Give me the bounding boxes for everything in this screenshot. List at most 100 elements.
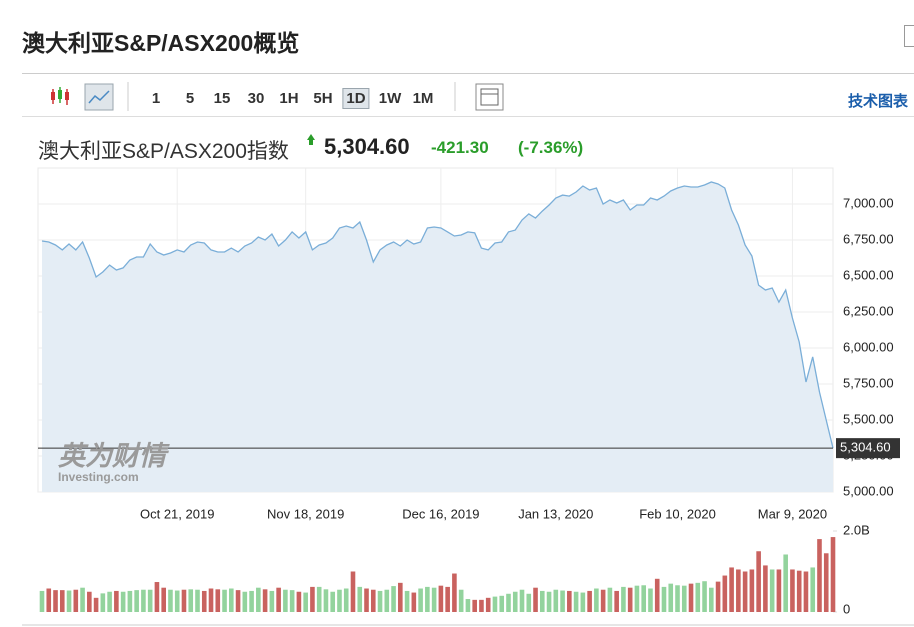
interval-button[interactable]: 1M — [412, 90, 434, 107]
x-tick-label: Nov 18, 2019 — [267, 506, 344, 521]
volume-bar — [384, 589, 390, 612]
volume-bar — [573, 591, 579, 612]
volume-bar — [803, 571, 809, 612]
volume-bar — [59, 590, 65, 612]
quote-price: 5,304.60 — [324, 134, 410, 159]
last-price-badge — [836, 438, 900, 459]
interval-button[interactable]: 15 — [213, 90, 231, 107]
volume-bar — [404, 590, 410, 612]
interval-button[interactable]: 1D — [342, 88, 370, 109]
volume-bar — [343, 588, 349, 612]
volume-bar — [174, 590, 180, 612]
price-line — [41, 181, 834, 449]
technical-chart-link[interactable]: 技术图表 — [847, 93, 908, 110]
volume-bar — [114, 590, 119, 612]
volume-bar — [323, 589, 329, 612]
volume-bar — [120, 591, 126, 612]
volume-bar — [492, 596, 498, 612]
volume-bar — [93, 597, 99, 612]
volume-bar — [675, 585, 680, 612]
volume-bar — [201, 590, 207, 612]
y-tick-label: 5,750.00 — [843, 375, 894, 390]
volume-bar — [330, 591, 336, 612]
volume-bar — [702, 581, 707, 612]
volume-bar — [688, 583, 694, 612]
volume-bar — [634, 585, 640, 612]
volume-bar — [567, 590, 572, 612]
volume-bar — [377, 590, 383, 612]
price-panel — [37, 167, 834, 493]
volume-bar — [222, 589, 227, 612]
y-tick-label: 0 — [843, 601, 850, 616]
volume-bar — [283, 589, 288, 612]
volume-bar — [546, 591, 552, 612]
volume-bar — [499, 595, 505, 612]
volume-bar — [445, 586, 450, 612]
volume-bar — [695, 582, 701, 612]
volume-bar — [736, 569, 741, 612]
volume-bar — [289, 590, 295, 612]
volume-bar — [668, 583, 674, 612]
interval-button[interactable]: 5H — [313, 90, 333, 107]
volume-bar — [641, 585, 647, 612]
volume-bar — [512, 591, 518, 612]
volume-bar — [391, 586, 396, 612]
volume-bar — [53, 590, 58, 612]
quote-change-pct: (-7.36%) — [518, 138, 584, 157]
volume-bar — [614, 590, 619, 612]
volume-bar — [681, 585, 687, 612]
volume-bar — [303, 592, 308, 612]
volume-bar — [506, 593, 511, 612]
volume-bar — [269, 590, 275, 612]
volume-bar — [539, 590, 545, 612]
volume-bar — [195, 589, 200, 612]
quote-change: -421.30 — [431, 138, 489, 157]
volume-bar — [580, 592, 586, 612]
interval-button[interactable]: 30 — [247, 90, 265, 107]
watermark: 英为财情 Investing.com — [58, 441, 170, 484]
volume-bar — [357, 586, 363, 612]
interval-button[interactable]: 5 — [185, 90, 195, 107]
watermark-site: Investing.com — [58, 470, 139, 484]
volume-bar — [188, 589, 194, 612]
volume-bar — [337, 589, 342, 612]
corner-button[interactable] — [904, 25, 914, 47]
volume-bar — [398, 582, 403, 612]
y-tick-label: 7,000.00 — [843, 195, 894, 210]
y-tick-label: 6,250.00 — [843, 303, 894, 318]
volume-bar — [485, 597, 491, 612]
y-tick-label: 6,500.00 — [843, 267, 894, 282]
volume-bar — [594, 588, 599, 612]
y-tick-label: 5,000.00 — [843, 483, 894, 498]
volume-bar — [161, 587, 166, 612]
volume-bar — [810, 567, 816, 612]
volume-bar — [431, 587, 437, 612]
interval-button[interactable]: 1H — [279, 90, 299, 107]
volume-bar — [141, 589, 146, 612]
volume-bar — [46, 588, 52, 612]
page-title: 澳大利亚S&P/ASX200概览 — [22, 30, 300, 56]
interval-button[interactable]: 1 — [151, 90, 161, 107]
volume-bar — [472, 599, 477, 612]
volume-bar — [256, 587, 261, 612]
x-tick-label: Oct 21, 2019 — [140, 506, 214, 521]
volume-bar — [648, 588, 653, 612]
volume-bar — [370, 589, 376, 612]
volume-bar — [350, 571, 356, 612]
volume-bar — [181, 589, 187, 612]
volume-bar — [742, 571, 748, 612]
volume-bar — [526, 593, 532, 612]
volume-bar — [100, 593, 106, 612]
volume-bar — [39, 590, 45, 612]
watermark-brand: 英为财情 — [58, 441, 170, 471]
volume-bar — [607, 587, 613, 612]
toolbar — [22, 73, 914, 117]
volume-bar — [600, 589, 606, 612]
volume-bar — [249, 590, 254, 612]
interval-button[interactable]: 1W — [378, 90, 402, 107]
volume-bar — [228, 588, 234, 612]
x-tick-label: Dec 16, 2019 — [402, 506, 479, 521]
volume-bar — [147, 589, 153, 612]
